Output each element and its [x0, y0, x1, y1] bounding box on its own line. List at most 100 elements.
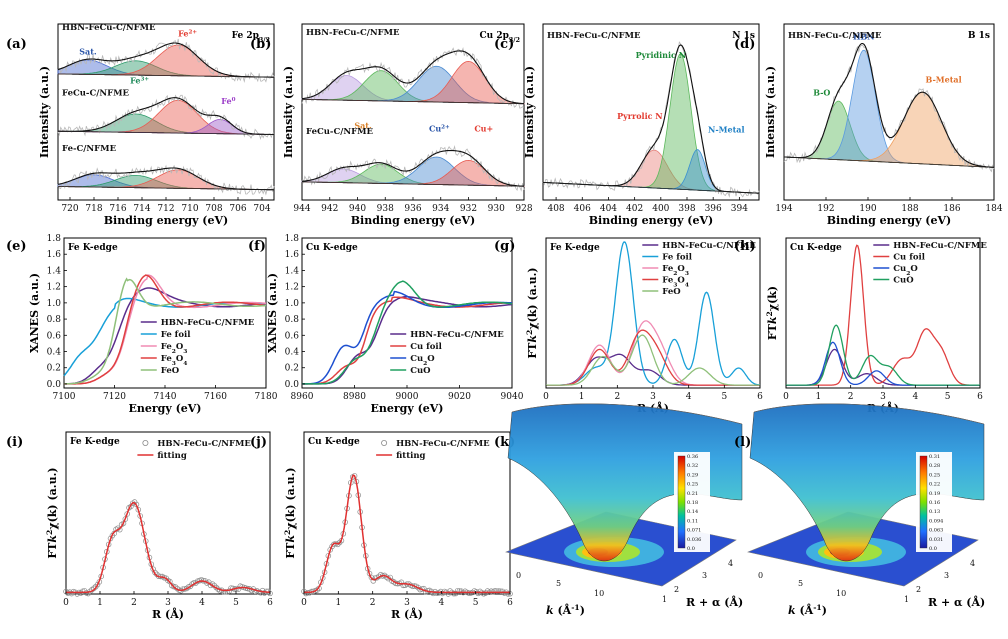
legend-label: HBN-FeCu-C/NFME — [662, 241, 756, 251]
r-tick-label: 4 — [970, 559, 975, 568]
peak-annotation: Fe2+ — [178, 28, 197, 38]
data-point — [458, 588, 465, 594]
y-axis-label: XANES (a.u.) — [28, 273, 41, 353]
plot-frame — [542, 23, 760, 201]
x-tick-label: 186 — [943, 204, 960, 214]
x-tick-label: 1 — [579, 392, 585, 402]
x-tick-label: 400 — [652, 204, 669, 214]
text-span: 2 — [765, 311, 774, 316]
x-tick-label: 720 — [61, 204, 78, 214]
plot-frame — [301, 237, 513, 389]
legend-label: HBN-FeCu-C/NFME — [161, 318, 255, 328]
text-span: HBN-FeCu-C/NFME — [410, 330, 504, 340]
y-tick-label: 1.4 — [285, 266, 300, 276]
text-span: 2 — [673, 270, 677, 277]
text-span: Sat. — [354, 121, 372, 131]
x-tick-label: 710 — [181, 204, 198, 214]
text-span: Pyridinic N — [636, 50, 686, 60]
text-span: Fe foil — [161, 330, 191, 340]
text-span: HBN-FeCu-C/NFME — [161, 318, 255, 328]
text-span: (Å — [796, 603, 814, 617]
data-point — [261, 590, 268, 596]
panel-d: (d) HBN B-O B-Metal HBN-FeCu-C/NFME B 1s 194 19… — [734, 23, 1003, 227]
text-span: N-Metal — [708, 124, 745, 134]
data-point — [220, 589, 227, 595]
r-tick-label: 2 — [674, 585, 679, 594]
colorbar-tick-label: 0.22 — [929, 482, 940, 488]
xanes-series — [302, 280, 513, 385]
text-span: Pyrrolic N — [617, 111, 662, 121]
x-tick-label: 714 — [133, 204, 150, 214]
text-span: 2 — [283, 530, 292, 535]
x-tick-label: 712 — [157, 204, 174, 214]
k-tick-label: 10 — [594, 589, 604, 598]
y-axis-label: Intensity (a.u.) — [282, 66, 295, 158]
r-axis-label: R + α (Å) — [928, 595, 985, 609]
x-tick-label: 9020 — [448, 392, 471, 402]
envelope-fit — [301, 150, 525, 187]
x-axis-label: Binding energy (eV) — [827, 214, 952, 227]
y-tick-label: 1.0 — [47, 299, 62, 309]
x-tick-label: 7100 — [53, 392, 76, 402]
r-tick-label: 1 — [662, 595, 667, 604]
xanes-series — [64, 274, 267, 385]
x-tick-label: 8980 — [343, 392, 366, 402]
text-span: CuO — [410, 366, 431, 376]
x-tick-label: 942 — [321, 204, 338, 214]
text-span: 2 — [906, 270, 910, 277]
x-tick-label: 7160 — [204, 392, 227, 402]
edge-title: Cu K-edge — [306, 243, 358, 253]
text-span: Sat. — [79, 47, 97, 57]
colorbar-tick-label: 0.19 — [929, 491, 940, 497]
x-tick-label: 928 — [515, 204, 532, 214]
text-span: χ(k) (a.u.) — [526, 267, 539, 329]
y-tick-label: 1.8 — [285, 234, 300, 244]
peak-annotation: Cu2+ — [429, 123, 450, 133]
background-line — [57, 73, 274, 78]
legend-marker — [142, 439, 149, 446]
data-point — [505, 591, 511, 597]
text-span: FeO — [662, 287, 681, 297]
panel-label: (g) — [494, 239, 515, 254]
text-span: 2 — [45, 530, 54, 535]
x-tick-label: 3 — [650, 392, 656, 402]
x-tick-label: 5 — [721, 392, 727, 402]
y-tick-label: 0.2 — [285, 364, 299, 374]
x-tick-label: 932 — [460, 204, 477, 214]
x-tick-label: 190 — [859, 204, 876, 214]
xanes-series — [302, 296, 513, 385]
edge-title: Fe K-edge — [550, 243, 600, 253]
xanes-series — [302, 290, 513, 385]
x-tick-label: 2 — [131, 598, 137, 608]
data-point — [74, 591, 80, 597]
k-tick-label: 5 — [798, 579, 803, 588]
x-tick-label: 0 — [63, 598, 69, 608]
text-span: FT — [526, 342, 539, 359]
x-tick-label: 396 — [705, 204, 722, 214]
fitted-peak — [57, 99, 274, 135]
x-tick-label: 704 — [253, 204, 270, 214]
y-tick-label: 0.4 — [47, 348, 62, 358]
x-tick-label: 194 — [775, 204, 792, 214]
text-span: HBN — [853, 32, 875, 42]
x-axis-label: Binding energy (eV) — [351, 214, 476, 227]
legend-label: Fe2O3 — [161, 342, 188, 355]
x-tick-label: 3 — [880, 392, 886, 402]
panel-label: (a) — [6, 37, 27, 52]
peak-annotation: B-O — [813, 88, 830, 98]
panel-c: (c) Pyridinic N Pyrrolic N N-Metal HBN-FeCu-… — [494, 23, 760, 227]
x-tick-label: 5 — [233, 598, 239, 608]
x-tick-label: 0 — [301, 598, 307, 608]
legend-marker — [381, 439, 388, 446]
text-span: χ(k) (a.u.) — [46, 467, 59, 529]
peak-annotation: HBN — [853, 32, 875, 42]
text-span: 2+ — [441, 124, 450, 130]
x-tick-label: 5 — [473, 598, 479, 608]
x-axis-label: Binding energy (eV) — [104, 214, 229, 227]
text-span: Cu+ — [474, 123, 493, 133]
legend-label: Fe foil — [161, 330, 191, 340]
colorbar-tick-label: 0.13 — [929, 509, 940, 515]
panel-l: (l) 0.31 0.28 0.25 0.22 0.19 0.16 0.13 0.094 0.06… — [734, 403, 985, 617]
x-tick-label: 6 — [977, 392, 983, 402]
